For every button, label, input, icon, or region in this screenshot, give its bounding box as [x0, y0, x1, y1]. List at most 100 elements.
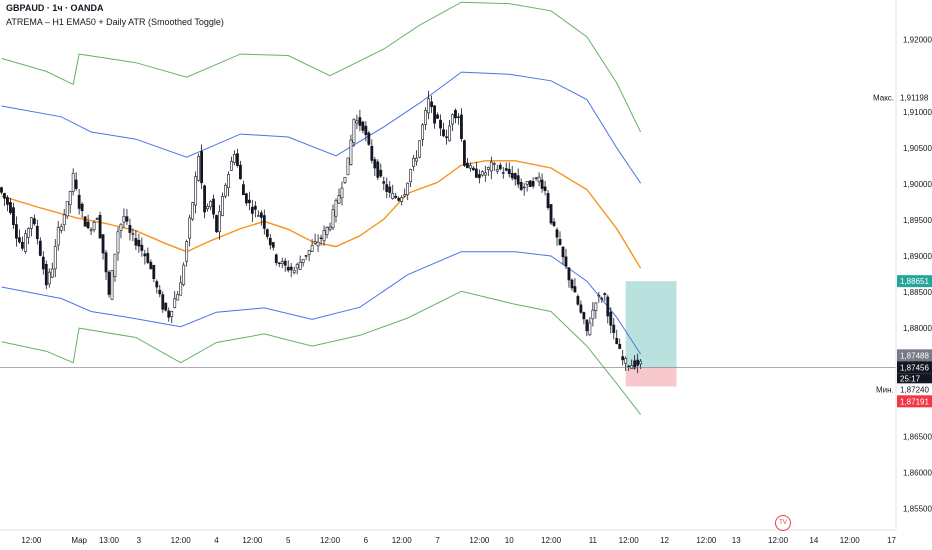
- time-tick-label: 13:00: [99, 536, 120, 545]
- candle-body: [406, 182, 410, 196]
- candle-body: [224, 184, 227, 197]
- candle-body: [18, 237, 21, 243]
- candle-body: [403, 194, 407, 197]
- candle-body: [418, 140, 422, 158]
- max-price-tag: 1,91198: [900, 93, 929, 102]
- candle-body: [385, 184, 389, 192]
- tradingview-logo-icon[interactable]: TV: [775, 515, 791, 531]
- candle-body: [498, 164, 502, 170]
- candle-body: [173, 298, 177, 308]
- candle-body: [125, 216, 129, 222]
- candle-body: [316, 241, 320, 247]
- candle-body: [564, 256, 568, 267]
- time-tick-label: 11: [589, 536, 598, 545]
- candle-body: [212, 198, 215, 215]
- candle-body: [430, 101, 433, 108]
- candle-body: [603, 293, 607, 296]
- time-tick-label: 12:00: [768, 536, 789, 545]
- candle-body: [397, 198, 401, 201]
- candle-body: [41, 256, 45, 270]
- candle-body: [191, 202, 195, 220]
- candle-body: [325, 226, 329, 235]
- time-tick-label: 12:00: [242, 536, 263, 545]
- candle-body: [630, 365, 634, 369]
- candle-body: [71, 173, 75, 192]
- candle-body: [483, 172, 487, 176]
- candle-body: [561, 246, 565, 258]
- time-tick-label: 17: [887, 536, 896, 545]
- candle-body: [480, 171, 484, 176]
- candle-body: [95, 218, 99, 220]
- time-tick-label: 12:00: [320, 536, 341, 545]
- candle-body: [621, 356, 625, 361]
- candle-body: [588, 322, 592, 336]
- time-tick-label: 12:00: [619, 536, 640, 545]
- candle-body: [50, 268, 54, 278]
- candle-body: [65, 201, 69, 217]
- candle-body: [594, 302, 598, 311]
- candle-body: [265, 229, 269, 237]
- candle-body: [567, 267, 571, 281]
- candle-body: [119, 223, 123, 231]
- price-tick-label: 1,88000: [903, 324, 932, 333]
- min-price-tag: 1,87240: [900, 385, 929, 394]
- candle-body: [471, 167, 475, 171]
- time-tick-label: 3: [137, 536, 142, 545]
- candle-body: [89, 229, 93, 232]
- candle-body: [12, 207, 15, 225]
- candle-body: [337, 195, 341, 204]
- candle-body: [128, 225, 132, 233]
- candle-body: [328, 226, 332, 230]
- candle-body: [68, 191, 72, 206]
- candle-body: [334, 200, 338, 217]
- candle-body: [242, 184, 245, 196]
- time-tick-label: 12:00: [392, 536, 413, 545]
- candle-body: [137, 239, 141, 247]
- candle-body: [227, 174, 230, 189]
- price-axis: 1,92000 1,91000 1,90500 1,90000 1,89500 1,890…: [903, 36, 932, 514]
- indicator-legend[interactable]: ATREMA – H1 EMA50 + Daily ATR (Smoothed …: [6, 17, 224, 27]
- candle-body: [286, 266, 290, 271]
- candle-body: [80, 203, 84, 212]
- time-tick-label: Мар: [71, 536, 87, 545]
- candle-body: [206, 206, 209, 210]
- candle-body: [507, 168, 511, 175]
- candle-body: [0, 187, 3, 193]
- candle-body: [540, 179, 544, 189]
- candle-body: [495, 169, 499, 172]
- price-tick-label: 1,90000: [903, 180, 932, 189]
- candle-body: [143, 253, 147, 257]
- candle-body: [492, 163, 496, 165]
- candle-body: [555, 229, 559, 238]
- time-tick-label: 5: [286, 536, 291, 545]
- candle-body: [534, 177, 538, 179]
- candle-body: [516, 175, 520, 185]
- symbol-title[interactable]: GBPAUD · 1ч · OANDA: [6, 3, 104, 13]
- time-tick-label: 12:00: [469, 536, 490, 545]
- candle-body: [149, 261, 153, 270]
- candle-body: [313, 241, 317, 244]
- candle-body: [9, 202, 12, 214]
- stop-loss-zone: [625, 367, 677, 387]
- candle-body: [3, 193, 6, 199]
- candle-body: [86, 221, 90, 229]
- candle-body: [513, 173, 517, 180]
- candle-body: [388, 186, 392, 193]
- candle-body: [489, 161, 493, 172]
- candle-body: [104, 252, 108, 273]
- candle-body: [519, 182, 523, 190]
- candle-body: [292, 270, 296, 273]
- candle-body: [618, 344, 622, 349]
- candle-body: [367, 132, 371, 145]
- candle-body: [322, 230, 326, 242]
- candle-body: [463, 140, 466, 166]
- candle-body: [528, 180, 532, 187]
- candle-body: [233, 154, 236, 163]
- time-tick-label: 10: [505, 536, 514, 545]
- candle-body: [421, 124, 425, 140]
- candle-body: [44, 264, 48, 286]
- candle-body: [546, 193, 550, 209]
- candle-body: [271, 242, 275, 248]
- indicator-lines: [1, 1, 642, 415]
